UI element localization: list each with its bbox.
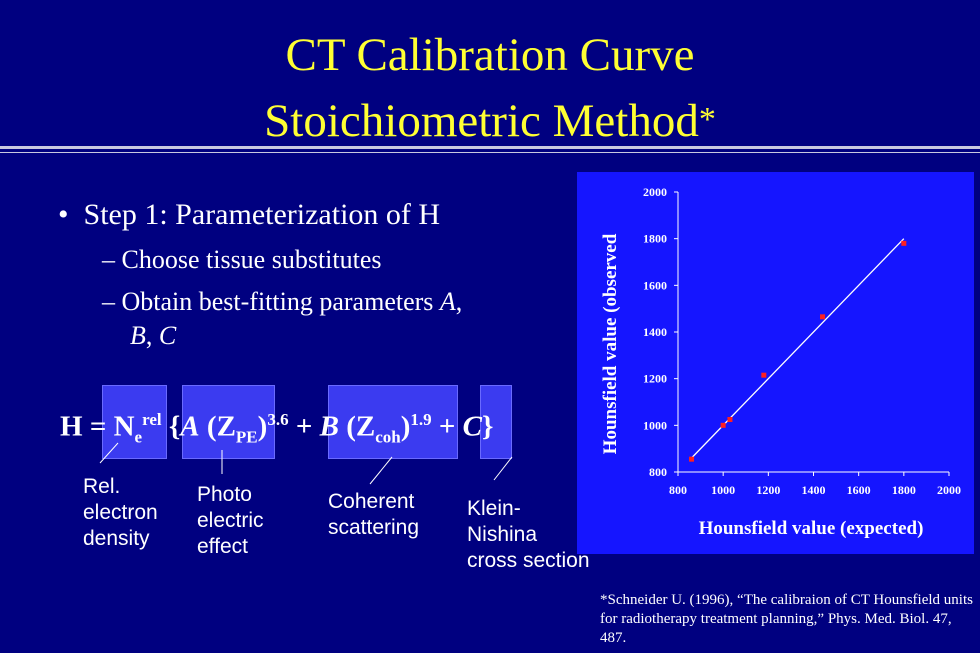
x-tick-label: 2000 (937, 483, 961, 497)
pointer-coherent (369, 456, 393, 485)
param-b: B (130, 321, 146, 350)
formula-pe-exponent: 3.6 (267, 410, 289, 429)
x-tick-label: 1600 (847, 483, 871, 497)
formula-h: H (60, 410, 83, 443)
pointer-rel (99, 442, 119, 464)
title-divider-thin (0, 152, 980, 153)
dash-icon: – (102, 287, 122, 316)
pointer-klein (493, 456, 513, 481)
formula-n-sub: e (134, 427, 143, 447)
data-point (761, 372, 767, 378)
subbullet-obtain-parameters-cont: B, C (130, 321, 177, 350)
formula-plus-2: + (438, 410, 456, 443)
y-tick-label: 1000 (643, 418, 667, 432)
y-tick-label: 1200 (643, 372, 667, 386)
x-tick-label: 800 (669, 483, 687, 497)
formula-box-coherent (328, 385, 458, 459)
formula-z-pe: Z (216, 410, 236, 443)
x-tick-label: 1400 (802, 483, 826, 497)
label-rel-electron-density: Rel. electron density (83, 475, 158, 550)
subbullet-obtain-text: Obtain best-fitting parameters (121, 287, 440, 316)
formula-pe-sub: PE (235, 427, 258, 447)
chart-marks (689, 238, 907, 462)
title-text-line1: CT Calibration Curve (285, 29, 695, 81)
dash-icon: – (102, 245, 122, 274)
subbullet-obtain-parameters: – Obtain best-fitting parameters A, (102, 287, 463, 316)
formula-b: B (319, 410, 339, 443)
label-klein-nishina: Klein- Nishina cross section (467, 497, 590, 572)
param-c: C (158, 321, 177, 350)
fit-line (691, 238, 905, 459)
formula-plus-1: + (295, 410, 313, 443)
subbullet-choose-tissue-text: Choose tissue substitutes (121, 245, 382, 274)
x-tick-label: 1200 (756, 483, 780, 497)
formula: H = Nerel {A (ZPE)3.6 + B (Zcoh)1.9 + C} (60, 410, 494, 447)
formula-c: C (462, 410, 482, 443)
chart-y-axis-label: Hounsfield value (observed (600, 233, 621, 454)
slide-title-line1: CT Calibration Curve (0, 25, 980, 85)
data-point (720, 422, 726, 428)
y-tick-label: 1800 (643, 232, 667, 246)
bullet-dot-icon: • (58, 198, 84, 231)
formula-brace-close: } (482, 410, 494, 443)
formula-a: A (180, 410, 200, 443)
title-text-line2: Stoichiometric Method (264, 95, 699, 147)
y-tick-label: 1600 (643, 278, 667, 292)
data-point (820, 314, 826, 320)
calibration-chart-svg: 800 1000 1200 1400 1600 1800 2000 800 1000 1200 14… (600, 185, 961, 539)
label-photo-electric-effect: Photo electric effect (197, 483, 264, 558)
formula-n: N (113, 410, 135, 443)
formula-coh-exponent: 1.9 (410, 410, 432, 429)
bullet-step1: • Step 1: Parameterization of H (58, 198, 440, 232)
y-tick-label: 1400 (643, 325, 667, 339)
chart-x-axis-label: Hounsfield value (expected) (699, 518, 924, 539)
formula-equals: = (89, 410, 107, 443)
data-point (727, 417, 733, 422)
bullet-step1-text: Step 1: Parameterization of H (83, 198, 441, 231)
y-tick-label: 2000 (643, 185, 667, 199)
formula-box-klein-nishina (480, 385, 512, 459)
data-point (689, 456, 695, 462)
subbullet-choose-tissue: – Choose tissue substitutes (102, 244, 382, 276)
reference-citation: *Schneider U. (1996), “The calibraion of… (600, 592, 973, 646)
y-tick-label: 800 (649, 465, 667, 479)
data-point (901, 240, 907, 246)
slide-title-line2: Stoichiometric Method* (0, 90, 980, 151)
param-a: A (439, 287, 456, 316)
chart-axes: 800 1000 1200 1400 1600 1800 2000 800 1000 1200 14… (643, 185, 961, 497)
formula-coh-sub: coh (375, 427, 401, 447)
formula-n-sup: rel (142, 410, 162, 429)
formula-box-electron-density (102, 385, 167, 459)
formula-z-coh: Z (355, 410, 376, 443)
label-coherent-scattering: Coherent scattering (328, 490, 420, 539)
x-tick-label: 1800 (892, 483, 916, 497)
formula-brace-open: { (168, 410, 181, 443)
calibration-chart: 800 1000 1200 1400 1600 1800 2000 800 1000 1200 14… (577, 172, 974, 554)
x-tick-label: 1000 (711, 483, 735, 497)
title-asterisk: * (698, 101, 716, 138)
title-divider-thick (0, 146, 980, 149)
formula-box-photoelectric (182, 385, 275, 459)
